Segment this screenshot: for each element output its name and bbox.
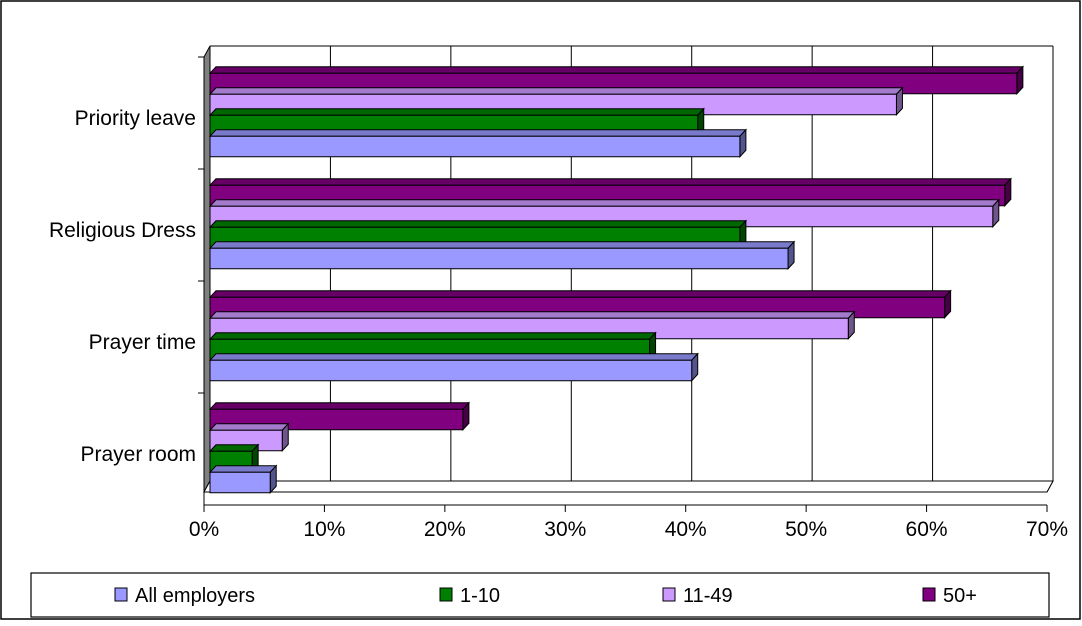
category-label: Priority leave	[75, 107, 196, 130]
legend-label: 11-49	[683, 585, 733, 607]
bar-top-face	[208, 108, 705, 116]
x-tick-label: 50%	[785, 518, 827, 541]
bar	[208, 422, 290, 453]
bar-top-face	[208, 311, 856, 319]
category-label: Prayer room	[80, 443, 196, 466]
bar	[208, 464, 278, 495]
bar-top-face	[208, 199, 1000, 207]
bar	[208, 240, 796, 271]
bar	[208, 128, 748, 159]
bar-top-face	[208, 220, 748, 228]
legend-box	[30, 572, 1050, 618]
x-tick-label: 0%	[189, 518, 219, 541]
bar-top-face	[208, 129, 748, 137]
bar-front-face	[209, 359, 693, 382]
category-label: Religious Dress	[49, 219, 196, 242]
floor	[203, 480, 1054, 493]
bar-top-face	[208, 241, 796, 249]
legend-label: 1-10	[460, 585, 500, 607]
bar-front-face	[209, 471, 271, 494]
bar-top-face	[208, 290, 952, 298]
side-wall	[203, 45, 211, 493]
bar-top-face	[208, 444, 260, 452]
bar	[208, 352, 699, 383]
legend-swatch	[114, 587, 128, 602]
x-tick-label: 20%	[424, 518, 466, 541]
legend-swatch	[439, 587, 453, 602]
bar-top-face	[208, 178, 1012, 186]
legend-swatch	[662, 587, 676, 602]
legend-swatch	[922, 587, 936, 602]
bar-front-face	[209, 247, 789, 270]
bars	[208, 65, 1025, 495]
legend: All employers 1-10 11-49 50+	[30, 572, 1050, 618]
bar-top-face	[208, 87, 904, 95]
legend-label: All employers	[135, 585, 255, 607]
x-tick-label: 30%	[544, 518, 586, 541]
bar-top-face	[208, 423, 290, 431]
bar-top-face	[208, 66, 1025, 74]
bar-front-face	[209, 135, 741, 158]
bar	[208, 310, 856, 341]
category-label: Prayer time	[89, 331, 196, 354]
bar-top-face	[208, 353, 699, 361]
x-tick-label: 40%	[665, 518, 707, 541]
bar-top-face	[208, 465, 278, 473]
x-tick-label: 10%	[303, 518, 345, 541]
bar-top-face	[208, 402, 471, 410]
x-tick-label: 70%	[1026, 518, 1068, 541]
labels: 0% 10% 20% 30% 40% 50% 60% 70% Priority leave Rel…	[49, 107, 1068, 541]
legend-label: 50+	[943, 585, 977, 607]
axes	[198, 56, 1048, 512]
bar-top-face	[208, 332, 657, 340]
x-tick-label: 60%	[906, 518, 948, 541]
